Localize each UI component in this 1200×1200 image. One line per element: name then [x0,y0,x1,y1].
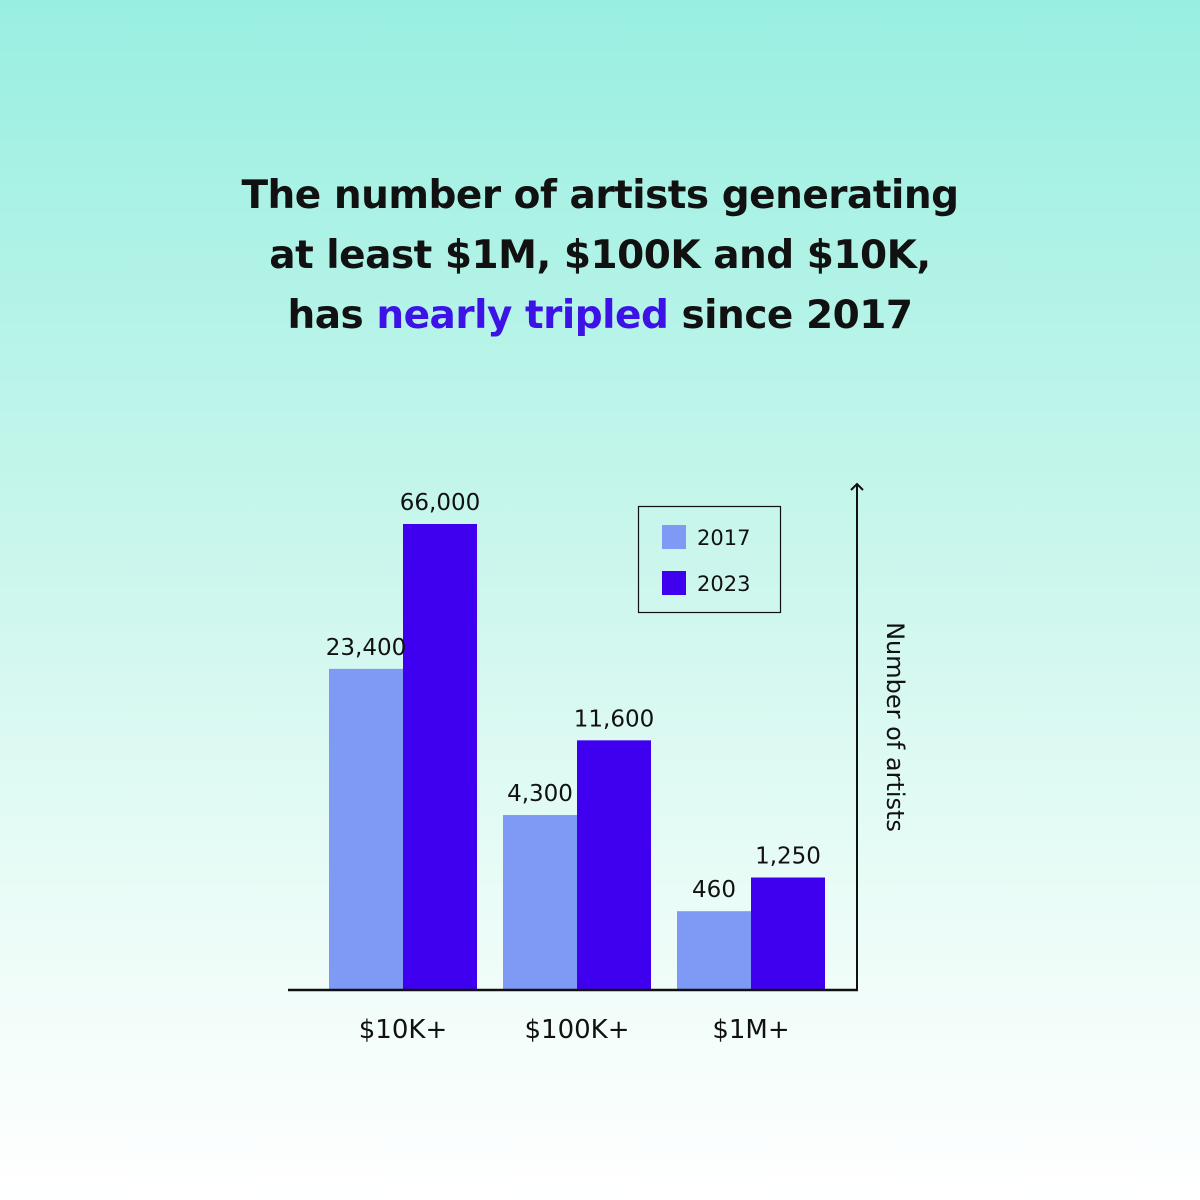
category-label-1: $100K+ [524,1015,629,1045]
legend-swatch-2023 [662,571,686,595]
bars-group [329,524,825,989]
title-highlight: nearly tripled [376,293,669,338]
y-axis-title: Number of artists [881,622,909,832]
bar-2023-0 [403,524,477,989]
legend-box [637,505,782,614]
value-label-2017-2: 460 [692,877,736,903]
legend-label-2017: 2017 [697,526,750,550]
legend: 2017 2023 [637,505,782,614]
category-label-0: $10K+ [359,1015,447,1045]
value-label-2023-0: 66,000 [400,490,480,516]
bar-2017-0 [329,668,403,989]
value-label-2023-2: 1,250 [755,843,821,869]
value-label-2017-0: 23,400 [326,635,406,661]
bar-2017-2 [677,911,751,989]
title-line-3-suffix: since 2017 [668,293,913,338]
title-line-3-prefix: has [287,293,377,338]
category-labels-group: $10K+ $100K+ $1M+ [359,1015,790,1045]
bar-2023-2 [751,877,825,989]
bar-2017-1 [503,815,577,989]
title-line-3: has nearly tripled since 2017 [0,286,1200,346]
value-labels-group: 23,400 66,000 4,300 11,600 460 1,250 [326,490,821,903]
category-label-2: $1M+ [712,1015,789,1045]
bar-2023-1 [577,740,651,989]
legend-swatch-2017 [662,525,686,549]
title-line-1: The number of artists generating [241,173,959,218]
value-label-2023-1: 11,600 [574,706,654,732]
chart-title: The number of artists generating at leas… [0,166,1200,346]
title-line-2: at least $1M, $100K and $10K, [269,233,931,278]
value-label-2017-1: 4,300 [507,781,573,807]
legend-label-2023: 2023 [697,572,750,596]
